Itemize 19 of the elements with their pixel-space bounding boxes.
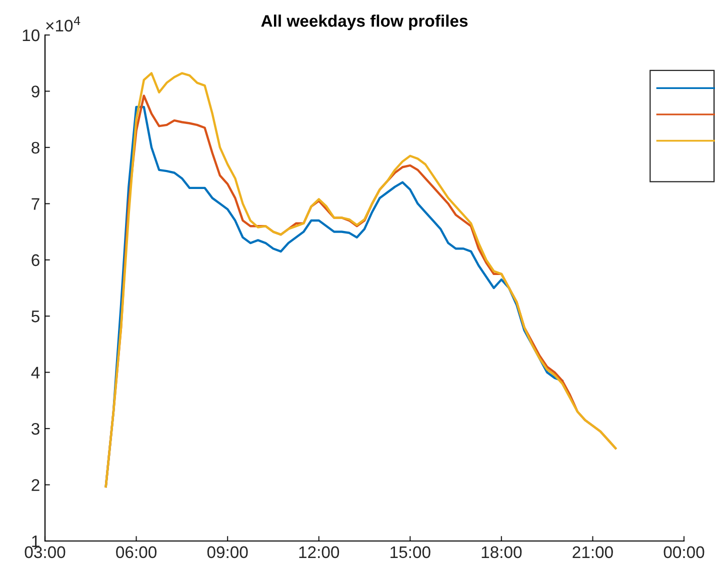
x-tick-label: 09:00 [207,546,248,558]
chart-title: All weekdays flow profiles [261,14,468,30]
x-tick-label: 03:00 [24,546,66,558]
y-tick-label: 2 [32,479,40,491]
y-tick-label: 9 [32,86,40,98]
y-tick-label: 3 [32,422,40,435]
y-tick-label: 7 [32,198,40,210]
y-tick-label: 5 [32,310,40,322]
x-tick-label: 12:00 [299,546,340,558]
y-tick-label: 10 [22,29,40,42]
x-tick-label: 00:00 [664,546,704,558]
x-tick-label: 21:00 [572,546,613,558]
text: ×10$^{4}$ [46,16,80,32]
y-tick-label: 4 [31,366,40,378]
x-tick-label: 15:00 [390,546,430,558]
y-tick-label: 6 [32,254,40,266]
x-tick-label: 18:00 [482,546,522,558]
x-tick-label: 06:00 [116,546,156,558]
y-tick-label: 8 [32,142,40,154]
